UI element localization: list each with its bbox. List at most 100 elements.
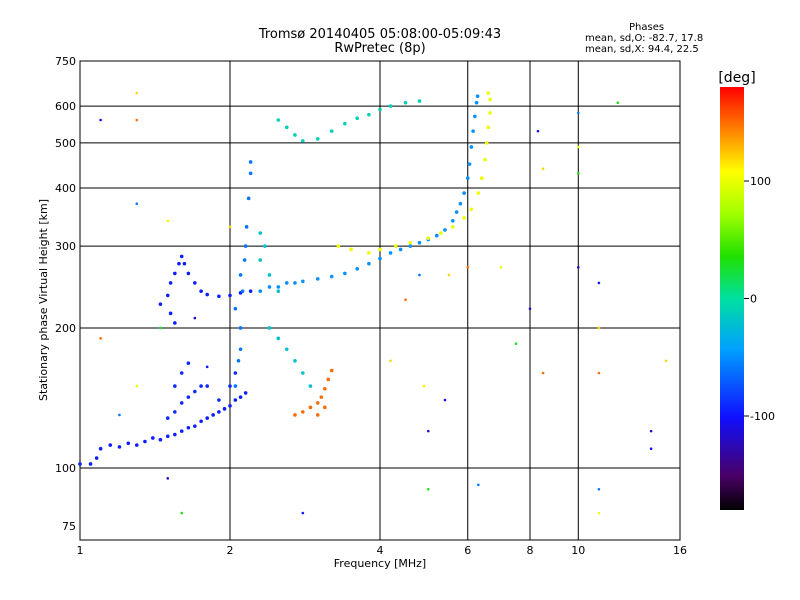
colorbar-ticks: 100 0 -100 bbox=[744, 175, 775, 423]
data-point bbox=[186, 395, 191, 399]
data-point bbox=[462, 216, 466, 220]
data-point bbox=[422, 384, 426, 388]
data-point bbox=[514, 342, 518, 346]
data-point bbox=[408, 244, 413, 248]
data-point bbox=[179, 254, 184, 259]
data-point bbox=[417, 240, 422, 245]
data-point bbox=[165, 293, 170, 298]
x-tick-label: 10 bbox=[571, 544, 585, 557]
phase-stats-o: mean, sd,O: -82.7, 17.8 bbox=[585, 33, 704, 44]
data-point bbox=[477, 483, 480, 487]
phase-statistics: Phases mean, sd,O: -82.7, 17.8 mean, sd,… bbox=[585, 22, 720, 55]
data-point bbox=[443, 398, 447, 402]
data-point bbox=[211, 413, 215, 417]
x-tick-label: 8 bbox=[527, 544, 534, 557]
y-tick-label: 75 bbox=[62, 520, 76, 533]
data-point bbox=[323, 386, 327, 391]
data-point bbox=[451, 225, 455, 229]
data-point bbox=[228, 225, 232, 229]
data-point bbox=[166, 219, 170, 223]
data-point bbox=[240, 289, 245, 293]
data-point bbox=[475, 94, 480, 99]
data-point bbox=[263, 244, 267, 248]
data-point bbox=[315, 137, 320, 141]
x-tick-label: 2 bbox=[227, 544, 234, 557]
data-point bbox=[293, 133, 297, 137]
data-point bbox=[180, 511, 184, 515]
data-point bbox=[597, 371, 601, 375]
data-point bbox=[135, 91, 139, 95]
data-point bbox=[301, 371, 305, 375]
x-tick-label: 16 bbox=[673, 544, 687, 557]
data-point bbox=[343, 121, 347, 126]
data-point bbox=[616, 101, 620, 105]
data-point bbox=[597, 487, 601, 491]
data-point bbox=[293, 413, 297, 417]
data-point bbox=[267, 285, 272, 289]
data-point bbox=[541, 371, 545, 375]
data-point bbox=[205, 292, 209, 297]
data-point bbox=[308, 405, 313, 410]
data-point bbox=[319, 395, 324, 399]
data-point bbox=[469, 145, 474, 149]
data-point bbox=[458, 201, 463, 206]
data-point bbox=[238, 395, 243, 399]
data-point bbox=[165, 416, 170, 420]
data-point bbox=[88, 462, 93, 466]
data-point bbox=[177, 261, 181, 266]
data-point bbox=[426, 236, 431, 240]
data-point bbox=[233, 371, 238, 375]
data-point bbox=[388, 251, 393, 255]
data-point bbox=[284, 347, 289, 352]
y-tick-label: 500 bbox=[55, 137, 76, 150]
colorbar-tick-label: 100 bbox=[750, 175, 771, 188]
data-point bbox=[179, 429, 184, 433]
data-point bbox=[258, 289, 263, 293]
data-point bbox=[293, 281, 297, 285]
data-point bbox=[336, 244, 341, 248]
data-point bbox=[329, 129, 334, 133]
data-point bbox=[597, 281, 601, 285]
data-point bbox=[108, 443, 113, 447]
data-point bbox=[404, 298, 407, 302]
data-point bbox=[233, 398, 238, 402]
y-axis-ticks: 75 100 200 300 400 500 600 750 bbox=[55, 55, 76, 533]
data-point bbox=[94, 456, 99, 460]
y-tick-label: 100 bbox=[55, 462, 76, 475]
data-point bbox=[486, 125, 491, 130]
data-point bbox=[355, 116, 359, 121]
data-point bbox=[393, 244, 398, 248]
data-point bbox=[276, 336, 281, 341]
data-point bbox=[473, 114, 477, 119]
data-point bbox=[193, 424, 197, 428]
data-point bbox=[408, 240, 413, 245]
data-point bbox=[378, 107, 382, 112]
data-point bbox=[258, 231, 263, 235]
data-point bbox=[528, 307, 532, 311]
data-point bbox=[135, 118, 139, 122]
data-point bbox=[469, 207, 474, 212]
phase-stats-x: mean, sd,X: 94.4, 22.5 bbox=[585, 44, 699, 55]
data-point bbox=[474, 100, 479, 105]
data-point bbox=[349, 247, 353, 252]
data-point bbox=[329, 368, 334, 373]
data-point bbox=[301, 139, 305, 143]
data-point bbox=[228, 293, 232, 298]
data-point bbox=[173, 410, 177, 414]
data-point bbox=[315, 413, 320, 417]
data-point bbox=[488, 111, 492, 115]
data-point bbox=[78, 462, 82, 466]
grid-lines bbox=[80, 61, 680, 540]
data-point bbox=[398, 247, 403, 252]
data-point bbox=[258, 258, 263, 262]
data-point bbox=[166, 477, 170, 480]
data-point bbox=[244, 225, 249, 229]
data-point bbox=[541, 167, 545, 171]
data-point bbox=[301, 511, 305, 515]
data-point bbox=[388, 104, 393, 108]
x-tick-label: 6 bbox=[464, 544, 471, 557]
data-point bbox=[426, 429, 430, 433]
data-point bbox=[439, 231, 443, 235]
data-point bbox=[99, 337, 102, 340]
data-point bbox=[451, 218, 455, 223]
